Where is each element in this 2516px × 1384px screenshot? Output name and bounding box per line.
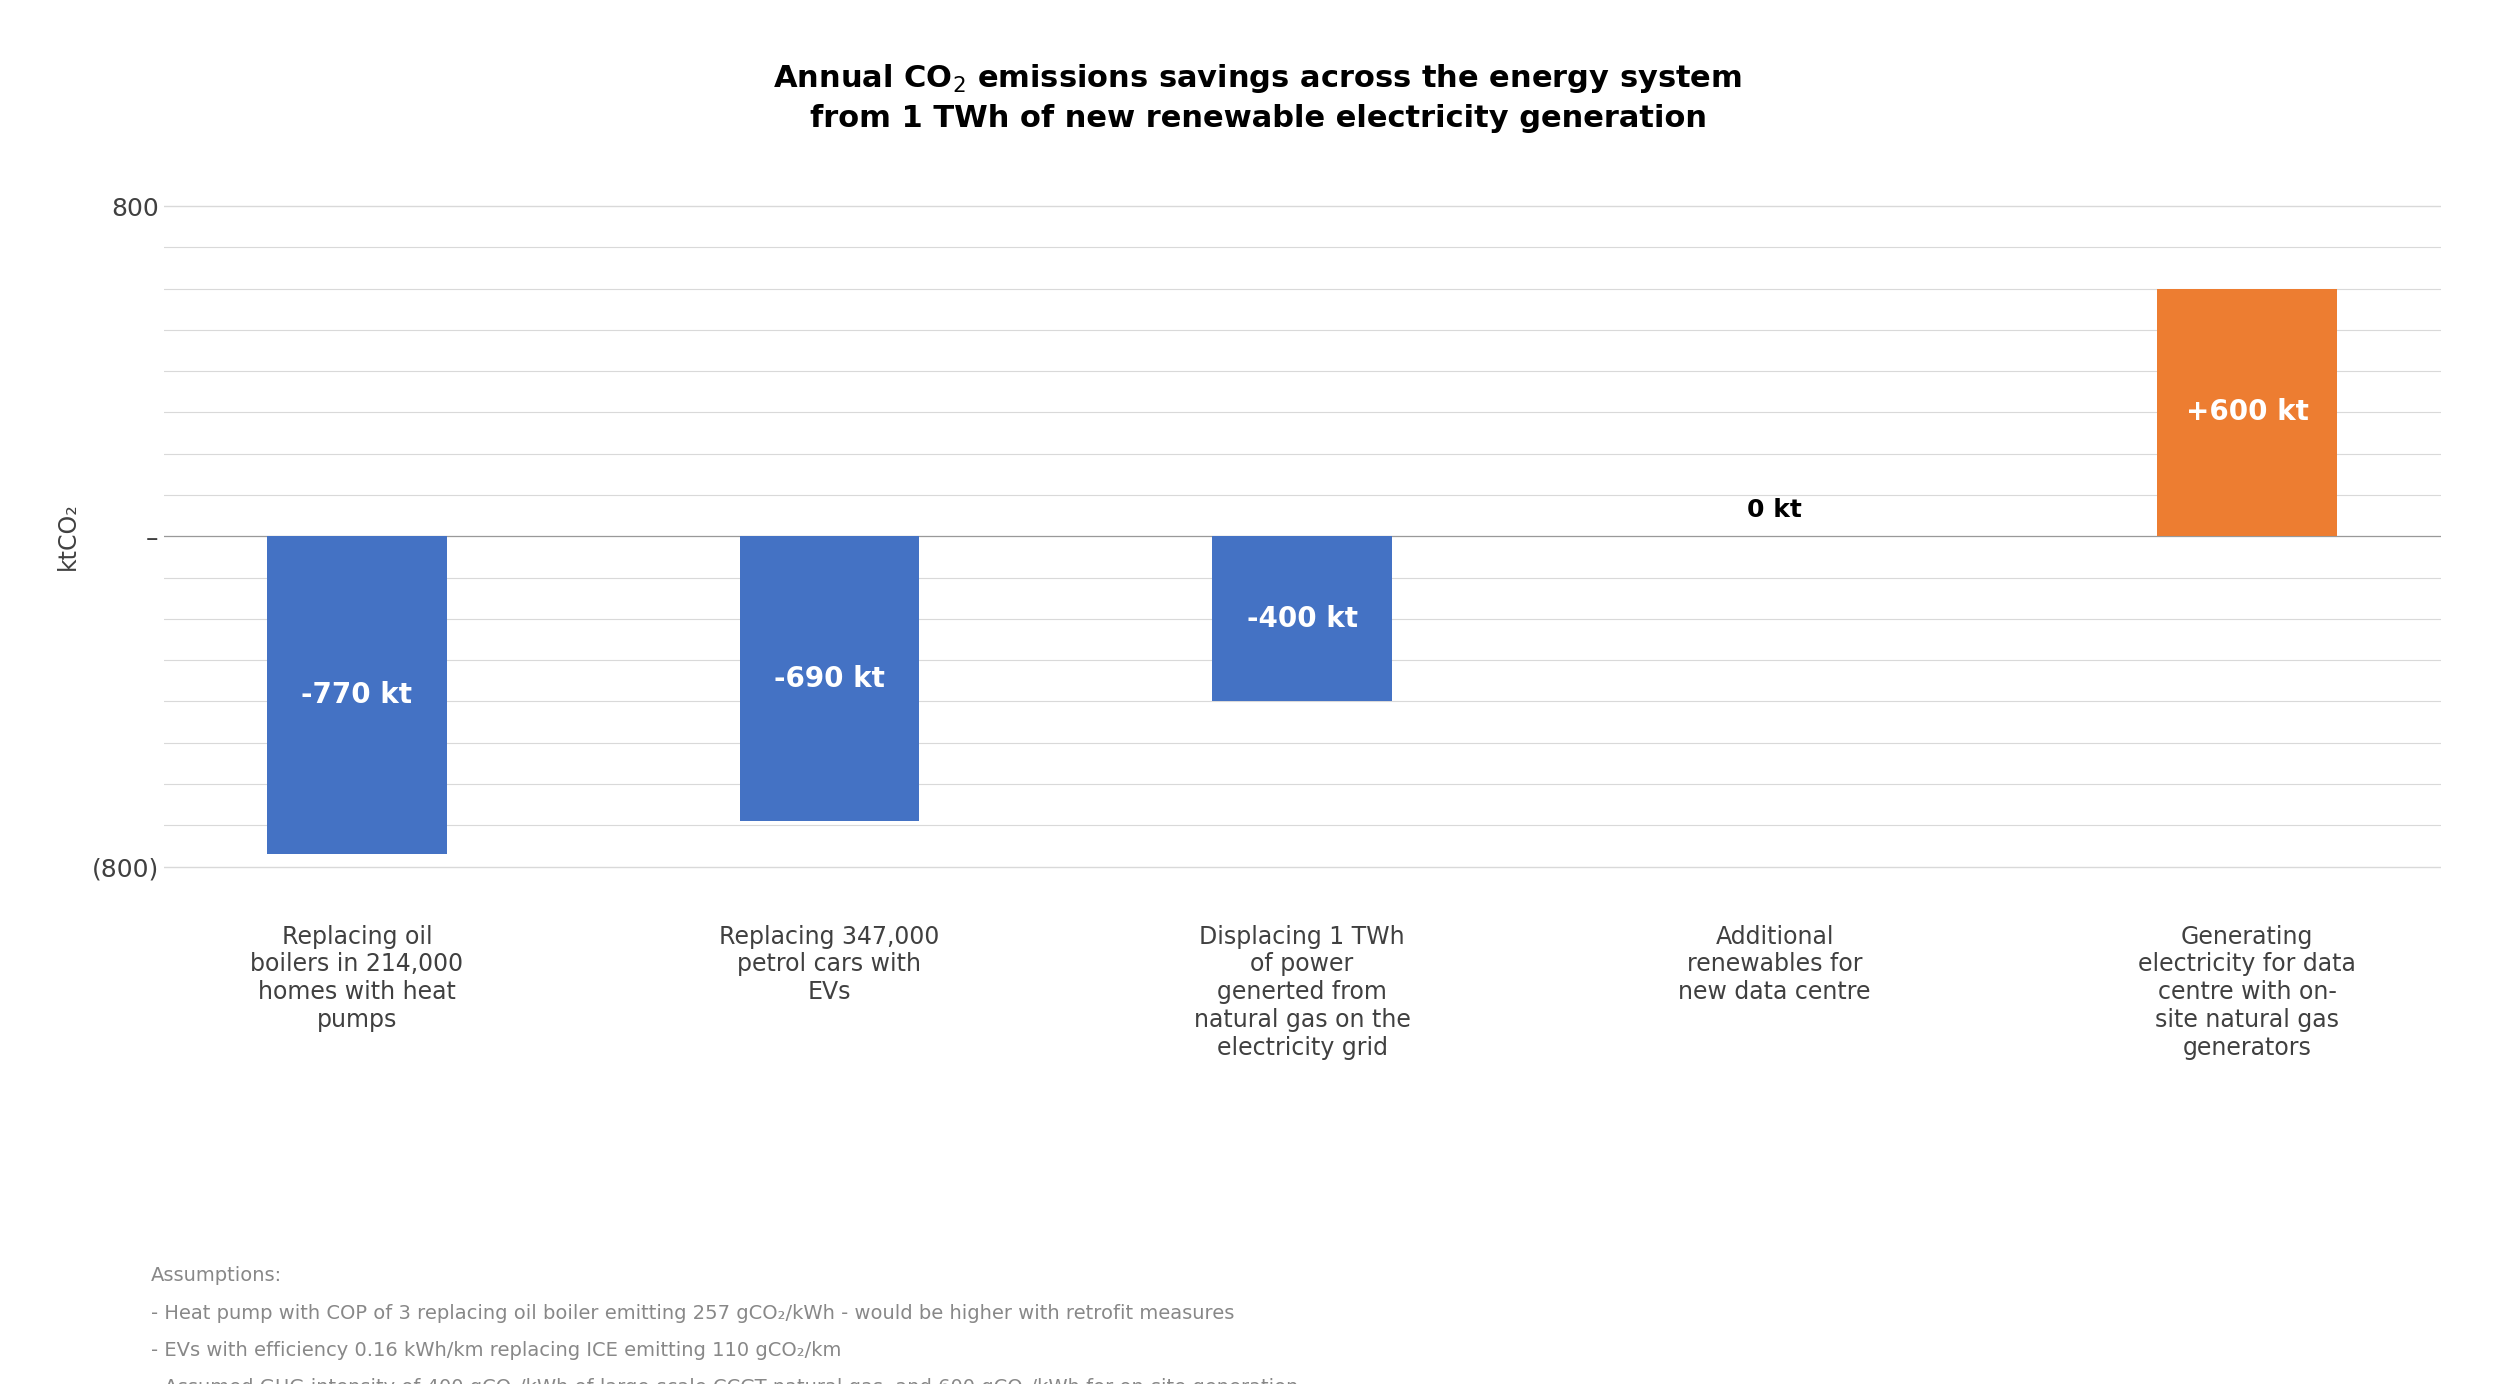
Text: 0 kt: 0 kt [1746, 498, 1801, 522]
Text: -770 kt: -770 kt [302, 681, 413, 709]
Text: Annual CO$_2$ emissions savings across the energy system
from 1 TWh of new renew: Annual CO$_2$ emissions savings across t… [772, 62, 1744, 133]
Text: -400 kt: -400 kt [1245, 605, 1359, 632]
Y-axis label: ktCO₂: ktCO₂ [55, 502, 81, 570]
Bar [2156, 289, 2337, 536]
Text: - EVs with efficiency 0.16 kWh/km replacing ICE emitting 110 gCO₂/km: - EVs with efficiency 0.16 kWh/km replac… [151, 1341, 840, 1360]
Bar [1213, 536, 1391, 702]
Text: +600 kt: +600 kt [2186, 399, 2310, 426]
Text: Assumptions:: Assumptions: [151, 1266, 282, 1286]
Text: -690 kt: -690 kt [775, 664, 886, 693]
Text: - Assumed GHG intensity of 400 gCO₂/kWh of large-scale CCGT natural gas, and 600: - Assumed GHG intensity of 400 gCO₂/kWh … [151, 1378, 1298, 1384]
Bar [267, 536, 448, 854]
Bar [740, 536, 918, 821]
Text: - Heat pump with COP of 3 replacing oil boiler emitting 257 gCO₂/kWh - would be : - Heat pump with COP of 3 replacing oil … [151, 1304, 1235, 1323]
